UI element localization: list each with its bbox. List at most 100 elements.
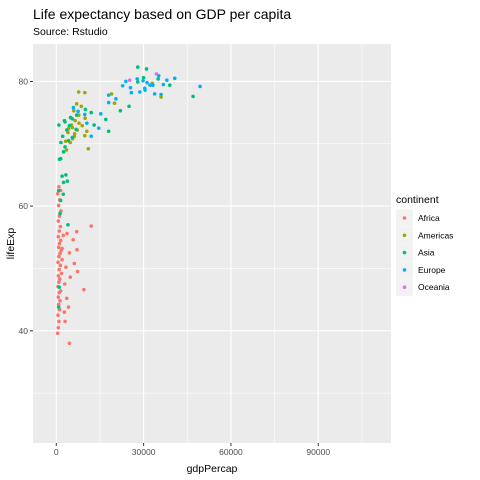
data-point-americas [159,95,163,99]
plot-panel [33,44,391,443]
data-point-europe [151,83,155,87]
data-point-americas [64,148,69,152]
data-point-africa [58,263,63,268]
data-point-asia [57,285,61,289]
data-point-africa [58,224,63,229]
data-point-americas [63,139,68,144]
data-point-europe [106,93,111,97]
data-point-asia [70,135,75,140]
data-point-europe [85,121,89,125]
data-point-asia [135,65,140,69]
data-point-oceania [127,78,132,82]
data-point-asia [60,134,65,139]
data-point-americas [72,131,77,136]
data-point-africa [57,280,61,284]
data-point-africa [82,287,86,292]
data-point-asia [63,145,67,149]
data-point-europe [148,83,152,87]
data-point-asia [83,107,88,112]
data-point-americas [80,123,84,128]
data-point-americas [112,101,117,106]
data-point-africa [56,245,61,250]
data-point-americas [79,104,84,109]
data-point-americas [71,108,76,113]
x-tick-label: 60000 [219,447,243,457]
minor-gridlines [33,44,391,443]
data-point-americas [73,118,77,123]
data-point-americas [76,90,81,94]
data-point-africa [58,299,62,303]
data-point-europe [114,97,118,101]
data-point-africa [67,251,72,255]
data-point-asia [118,108,123,113]
data-point-africa [57,184,61,189]
data-point-europe [135,77,139,81]
data-point-africa [67,341,72,346]
data-point-asia [135,80,140,84]
data-point-africa [57,267,61,272]
data-point-africa [59,271,64,276]
data-point-asia [59,140,63,145]
data-point-africa [61,233,66,238]
chart-title: Life expectancy based on GDP per capita [33,6,291,22]
x-tick-label: 30000 [132,447,156,457]
data-point-africa [75,269,80,274]
x-axis-title: gdpPercap [187,463,238,475]
data-point-asia [141,75,146,80]
data-point-europe [96,126,101,130]
y-axis-ticks: 40 60 80 [19,76,33,336]
data-point-asia [92,123,96,127]
data-point-europe [129,90,134,95]
data-point-africa [55,191,60,196]
data-point-africa [65,231,69,236]
data-point-africa [60,246,64,251]
data-point-africa [68,275,73,279]
data-point-africa [74,229,79,234]
data-point-asia [65,179,70,183]
data-point-europe [76,109,80,114]
data-point-asia [64,173,68,177]
data-point-africa [56,203,61,208]
data-point-africa [56,325,61,330]
data-point-africa [62,282,67,286]
legend-title: continent [396,194,439,206]
x-axis-ticks: 0 30000 60000 90000 [54,443,330,457]
legend-label-oceania: Oceania [418,282,450,292]
data-point-asia [61,150,66,154]
data-point-asia [89,110,94,115]
data-point-africa [64,296,69,301]
data-point-africa [57,319,61,324]
data-point-asia [58,156,63,161]
data-point-africa [58,238,63,243]
data-point-africa [56,219,61,223]
data-point-africa [56,313,60,318]
data-point-americas [83,116,87,120]
data-point-africa [58,251,62,256]
data-point-africa [63,319,67,324]
chart-subtitle: Source: Rstudio [33,26,108,38]
data-point-africa [56,234,61,239]
data-point-asia [61,192,66,197]
x-tick-label: 0 [54,447,59,457]
data-point-europe [142,86,147,91]
data-point-africa [72,261,77,266]
data-point-asia [57,123,61,127]
x-tick-label: 90000 [306,447,330,457]
y-axis-title: lifeExp [5,228,17,260]
data-point-africa [57,254,61,259]
data-point-europe [83,112,87,117]
data-point-africa [64,265,68,269]
data-point-europe [99,112,103,116]
data-point-africa [56,274,61,278]
data-point-africa [57,277,62,281]
data-point-europe [159,92,163,97]
data-point-asia [66,223,70,227]
y-tick-label: 80 [19,76,29,86]
data-point-africa [55,331,60,336]
data-point-asia [62,118,67,123]
legend-marker-europe [402,268,407,272]
data-point-asia [127,104,131,109]
data-point-europe [89,134,94,139]
legend-marker-africa [402,216,407,220]
